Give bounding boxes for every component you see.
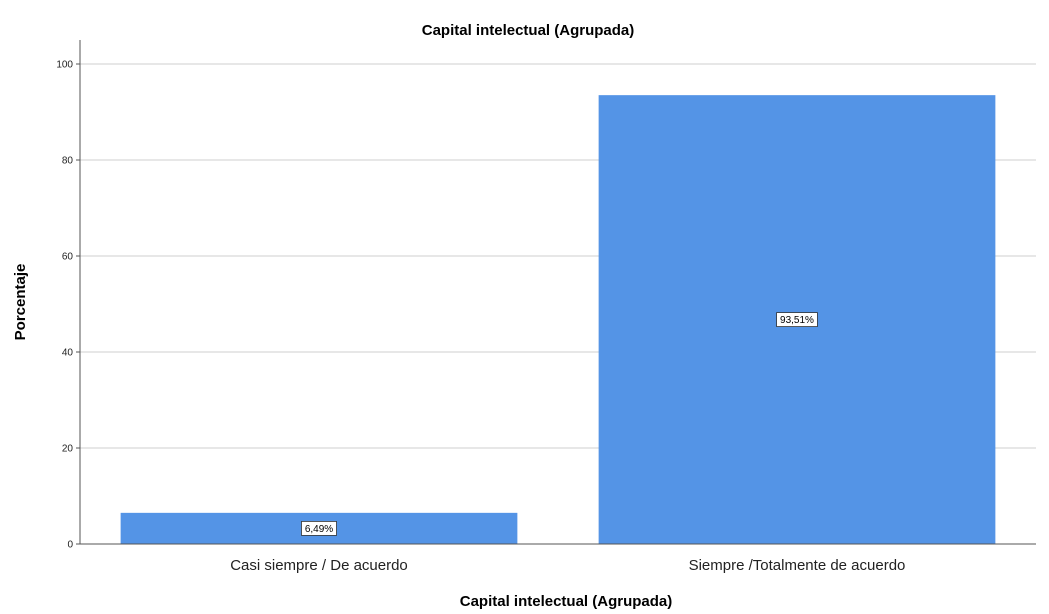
x-axis: Casi siempre / De acuerdo Siempre /Totalm…	[80, 543, 1036, 574]
y-tick-label: 40	[62, 348, 74, 359]
y-axis: 0 20 40 60 80 100	[56, 40, 81, 551]
y-tick-label: 0	[67, 540, 73, 551]
x-axis-title: Capital intelectual (Agrupada)	[460, 593, 673, 610]
data-label: 6,49%	[305, 524, 333, 535]
y-tick-label: 20	[62, 444, 74, 455]
y-tick-label: 100	[56, 60, 73, 71]
y-tick-label: 80	[62, 156, 74, 167]
y-axis-title: Porcentaje	[12, 264, 29, 341]
data-label-box	[301, 521, 337, 536]
data-label-box	[776, 312, 818, 327]
x-tick-label: Casi siempre / De acuerdo	[230, 557, 408, 574]
y-tick-label: 60	[62, 252, 74, 263]
data-label: 93,51%	[780, 315, 814, 326]
bars: 6,49% 93,51%	[120, 95, 996, 544]
chart-title: Capital intelectual (Agrupada)	[422, 22, 635, 39]
x-tick-label: Siempre /Totalmente de acuerdo	[689, 557, 906, 574]
